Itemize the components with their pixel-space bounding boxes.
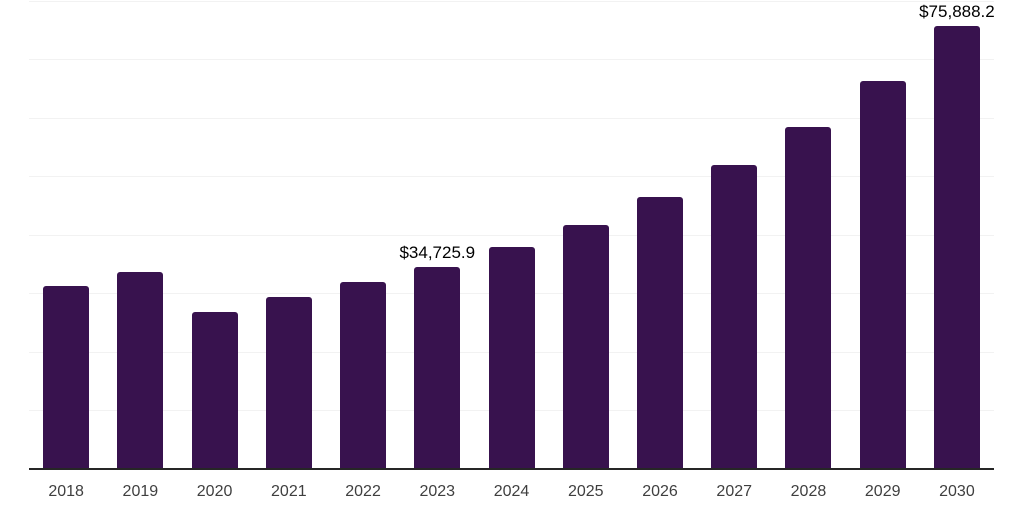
gridline (29, 234, 994, 236)
bar-slot-2023: $34,725.9 (399, 0, 476, 470)
bar-slot-2020 (177, 0, 251, 470)
x-axis-labels: 2018 2019 2020 2021 2022 2023 2024 2025 2026 2027… (29, 483, 994, 501)
bar-slot-2025 (549, 0, 623, 470)
x-tick-label-2028: 2028 (790, 483, 827, 500)
bar-value-label-2023: $34,725.9 (399, 242, 476, 262)
gridline (29, 0, 994, 2)
x-tick-label-2023: 2023 (419, 483, 456, 500)
bar-2025 (562, 225, 609, 470)
bar-value-label-2030: $75,888.2 (919, 1, 995, 21)
bar-2018 (43, 286, 90, 470)
bar-2030 (933, 25, 980, 470)
x-tick-label-2030: 2030 (939, 483, 975, 500)
bar-2026 (636, 197, 683, 470)
bar-slot-2027 (697, 0, 771, 470)
bar-2020 (191, 311, 238, 470)
bar-2028 (785, 126, 832, 470)
gridline (29, 117, 994, 119)
bar-2022 (340, 282, 387, 470)
x-tick-label-2018: 2018 (48, 483, 84, 500)
x-tick-label-2027: 2027 (716, 483, 753, 500)
x-tick-label-2025: 2025 (567, 483, 604, 500)
bar-slot-2022 (326, 0, 400, 470)
x-tick-label-2020: 2020 (196, 483, 233, 500)
bar-slot-2021 (252, 0, 326, 470)
x-axis-line (29, 468, 994, 470)
x-tick-label-2019: 2019 (122, 483, 159, 500)
plot-area: $34,725.9 $75,888.2 (29, 0, 995, 470)
bar-2023 (414, 266, 461, 470)
bar-2029 (859, 81, 906, 470)
bar-slot-2018 (29, 0, 103, 470)
bar-slot-2024 (474, 0, 548, 470)
x-tick-label-2024: 2024 (493, 483, 530, 500)
x-tick-label-2022: 2022 (345, 483, 381, 500)
gridline (29, 176, 994, 178)
bar-2021 (265, 296, 312, 470)
bar-2024 (488, 246, 535, 470)
bar-slot-2019 (103, 0, 177, 470)
bar-2027 (711, 164, 758, 470)
gridline (29, 59, 994, 61)
bar-slot-2030: $75,888.2 (919, 0, 995, 470)
x-tick-label-2029: 2029 (864, 483, 901, 500)
bar-slot-2028 (771, 0, 845, 470)
x-tick-label-2026: 2026 (642, 483, 678, 500)
bar-2019 (117, 272, 164, 470)
bar-slot-2029 (846, 0, 920, 470)
bar-slot-2026 (623, 0, 697, 470)
x-tick-label-2021: 2021 (271, 483, 307, 500)
bars-layer: $34,725.9 $75,888.2 (29, 0, 995, 470)
